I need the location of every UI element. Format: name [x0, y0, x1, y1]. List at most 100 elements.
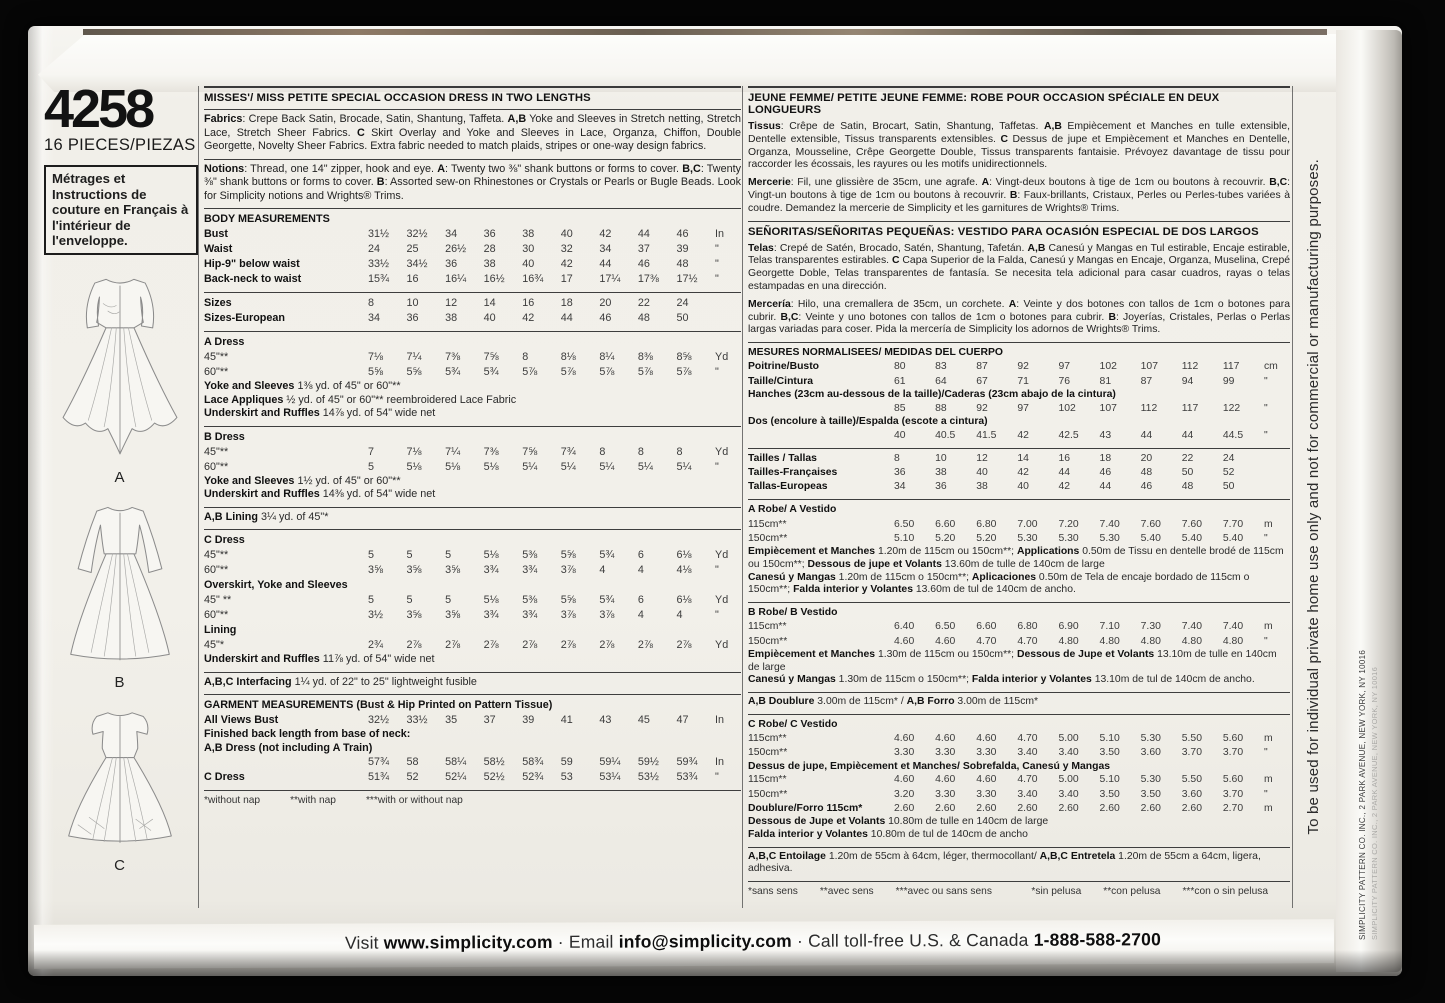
value-cell: 5⅞ [676, 366, 692, 378]
value-cell: 34 [894, 481, 906, 493]
value-cell: 4.60 [976, 733, 997, 745]
text-segment: Dessus de jupe et Empiècement et Manches… [748, 133, 1290, 171]
value-cell: 87 [976, 361, 988, 373]
text-segment: 1.30m de 115cm ou 150cm**; [877, 648, 1017, 660]
value-cell: 58¾ [522, 756, 544, 768]
value-cell: 58¼ [445, 756, 467, 768]
value-cell: 5.60 [1222, 774, 1244, 786]
unit-cell: Yd [715, 351, 729, 363]
envelope-paper: 4258 16 PIECES/PIEZAS Métrages et Instru… [28, 26, 1402, 976]
value-cell: 5⅝ [560, 549, 576, 561]
footnote-left: *sans sens **avec sens ***avec ou sans sen… [748, 886, 1014, 897]
value-cell: 8 [368, 297, 375, 309]
value-cell: 7.20 [1058, 518, 1079, 530]
value-cell: 2.70 [1222, 802, 1244, 814]
value-cell: 14 [483, 297, 496, 309]
bold-text-segment: Underskirt and Ruffles [204, 407, 323, 419]
value-cell: 51¾ [368, 771, 390, 783]
value-cell: 37 [637, 243, 650, 255]
text-line: Canesú y Mangas 1.30m de 115cm o 150cm**… [748, 674, 1290, 687]
value-cell: 3.20 [894, 788, 915, 800]
text-line: Dessous de Jupe et Volants 10.80m de tul… [748, 816, 1290, 829]
text-line: Empiècement et Manches 1.30m de 115cm ou… [748, 649, 1290, 675]
section-heading: A Robe/ A Vestido [748, 504, 837, 516]
text-segment: 13.10m de tul de 140cm de ancho. [1094, 674, 1255, 686]
table-row: Doublure/Forro 115cm* 2.60 2.60 2.60 2.60 2.6… [748, 802, 1290, 816]
value-cell: 5⅜ [522, 594, 538, 606]
row-label: 115cm** [748, 733, 787, 745]
value-cell: 3⅞ [560, 609, 576, 621]
value-cell: 5 [406, 594, 413, 606]
table-row: 150cm** 3.20 3.30 3.30 3.40 3.40 3.50 3.50 3.60 3… [748, 788, 1290, 802]
value-cell: 3⅝ [406, 564, 422, 576]
value-cell: 81 [1099, 375, 1112, 387]
row-label: 150cm** [748, 635, 788, 647]
value-cell: 2⅞ [676, 639, 692, 651]
fabrics-paragraph: Fabrics: Crepe Back Satin, Brocade, Sati… [204, 109, 741, 159]
value-cell: 58 [406, 756, 419, 768]
text-segment: : Joyerías, Cristales, Perlas o Perlas l… [748, 311, 1291, 336]
value-cell: 42 [1058, 481, 1070, 493]
table-row: 60"** 5⅝ 5⅝ 5¾ 5¾ 5⅞ 5⅞ 5⅞ 5⅞ 5⅞ " [204, 365, 741, 380]
bold-text-segment: Tissus [748, 121, 781, 132]
value-cell: 48 [1140, 466, 1153, 478]
value-cell: 4⅛ [676, 564, 692, 576]
text-segment: Empiècement et Manches en tulle extensib… [748, 121, 1290, 145]
value-cell: 5¼ [599, 460, 615, 473]
value-cell: 80 [894, 361, 906, 373]
footnote-item: *without nap [204, 795, 261, 806]
value-cell: 5.20 [976, 532, 997, 544]
text-segment: : Vingt-un boutons à tige de 1cm ou bout… [748, 177, 1290, 201]
unit-cell: m [1263, 774, 1273, 786]
value-cell: 36 [894, 466, 906, 478]
value-cell: 6.80 [1017, 621, 1038, 633]
value-cell: 42 [522, 312, 535, 324]
value-cell: 15¾ [368, 273, 390, 285]
value-cell: 43 [1099, 429, 1112, 441]
value-cell: 47 [676, 714, 689, 726]
value-cell: 6 [637, 549, 644, 561]
value-cell: 3⅝ [445, 564, 461, 576]
bold-text-segment: Lace Appliques [204, 393, 287, 406]
bold-text-segment: B,C [682, 162, 701, 175]
value-cell: 7.40 [1222, 621, 1244, 633]
b-robe-metrage: B Robe/ B Vestido 115cm** 6.40 6.50 6.60 6.80… [748, 602, 1290, 692]
left-panel: 4258 16 PIECES/PIEZAS Métrages et Instru… [44, 82, 198, 888]
value-cell: 32½ [368, 714, 390, 726]
value-cell: 4.60 [894, 774, 915, 786]
bold-text-segment: B,C [1269, 177, 1288, 189]
value-cell: 53¾ [676, 771, 698, 783]
value-cell: 44 [1099, 481, 1112, 493]
value-cell: 44 [560, 312, 573, 324]
bold-text-segment: info@simplicity.com [618, 930, 792, 952]
value-cell: 88 [935, 402, 947, 414]
value-cell: 3¾ [483, 564, 499, 576]
value-cell: 117 [1181, 402, 1199, 414]
text-line: A,B Dress (not including A Train) [204, 742, 741, 756]
table-row: Poitrine/Busto 80 83 87 92 97 102 107 112 117 cm [748, 360, 1290, 374]
text-segment: : Faux-brillants, Cristaux, Perles ou Pe… [748, 189, 1290, 214]
table-row: 60"** 3⅝ 3⅝ 3⅝ 3¾ 3¾ 3⅞ 4 4 4⅛ " [204, 563, 741, 578]
home-use-notice: To be used for individual private home u… [1298, 86, 1328, 908]
text-segment: : Hilo, una cremallera de 35cm, un corch… [790, 298, 1009, 310]
value-cell: 8 [894, 452, 900, 464]
unit-cell: " [1263, 788, 1268, 800]
envelope-side-fold: SIMPLICITY PATTERN CO. INC., 2 PARK AVEN… [1336, 30, 1402, 972]
row-label [204, 755, 368, 770]
text-segment: 14⅞ yd. of 54" wide net [322, 407, 436, 419]
bold-text-segment: Telas [748, 242, 774, 254]
value-cell: 3.60 [1181, 788, 1202, 800]
text-segment: Skirt Overlay and Yoke and Sleeves in La… [204, 126, 742, 153]
unit-cell: " [1263, 375, 1268, 387]
table-row: 40 40.5 41.5 42 42.5 43 44 44 44.5 " [748, 429, 1290, 443]
table-row: Waist 24 25 26½ 28 30 32 34 37 39 " [204, 242, 741, 257]
value-cell: 5¾ [483, 366, 499, 378]
ab-doublure: A,B Doublure 3.00m de 115cm* / A,B Forro… [748, 692, 1290, 714]
bold-text-segment: A,B Dress (not including A Train) [204, 741, 373, 754]
value-cell: 8 [676, 445, 683, 458]
footnote-item: **with nap [290, 795, 336, 806]
table-row: 45" ** 5 5 5 5⅛ 5⅜ 5⅝ 5¾ 6 6⅛ Yd [204, 593, 741, 608]
text-line: Empiècement et Manches 1.20m de 115cm ou… [748, 546, 1290, 572]
value-cell: 4.80 [1181, 635, 1202, 647]
value-cell: 36 [483, 228, 496, 240]
